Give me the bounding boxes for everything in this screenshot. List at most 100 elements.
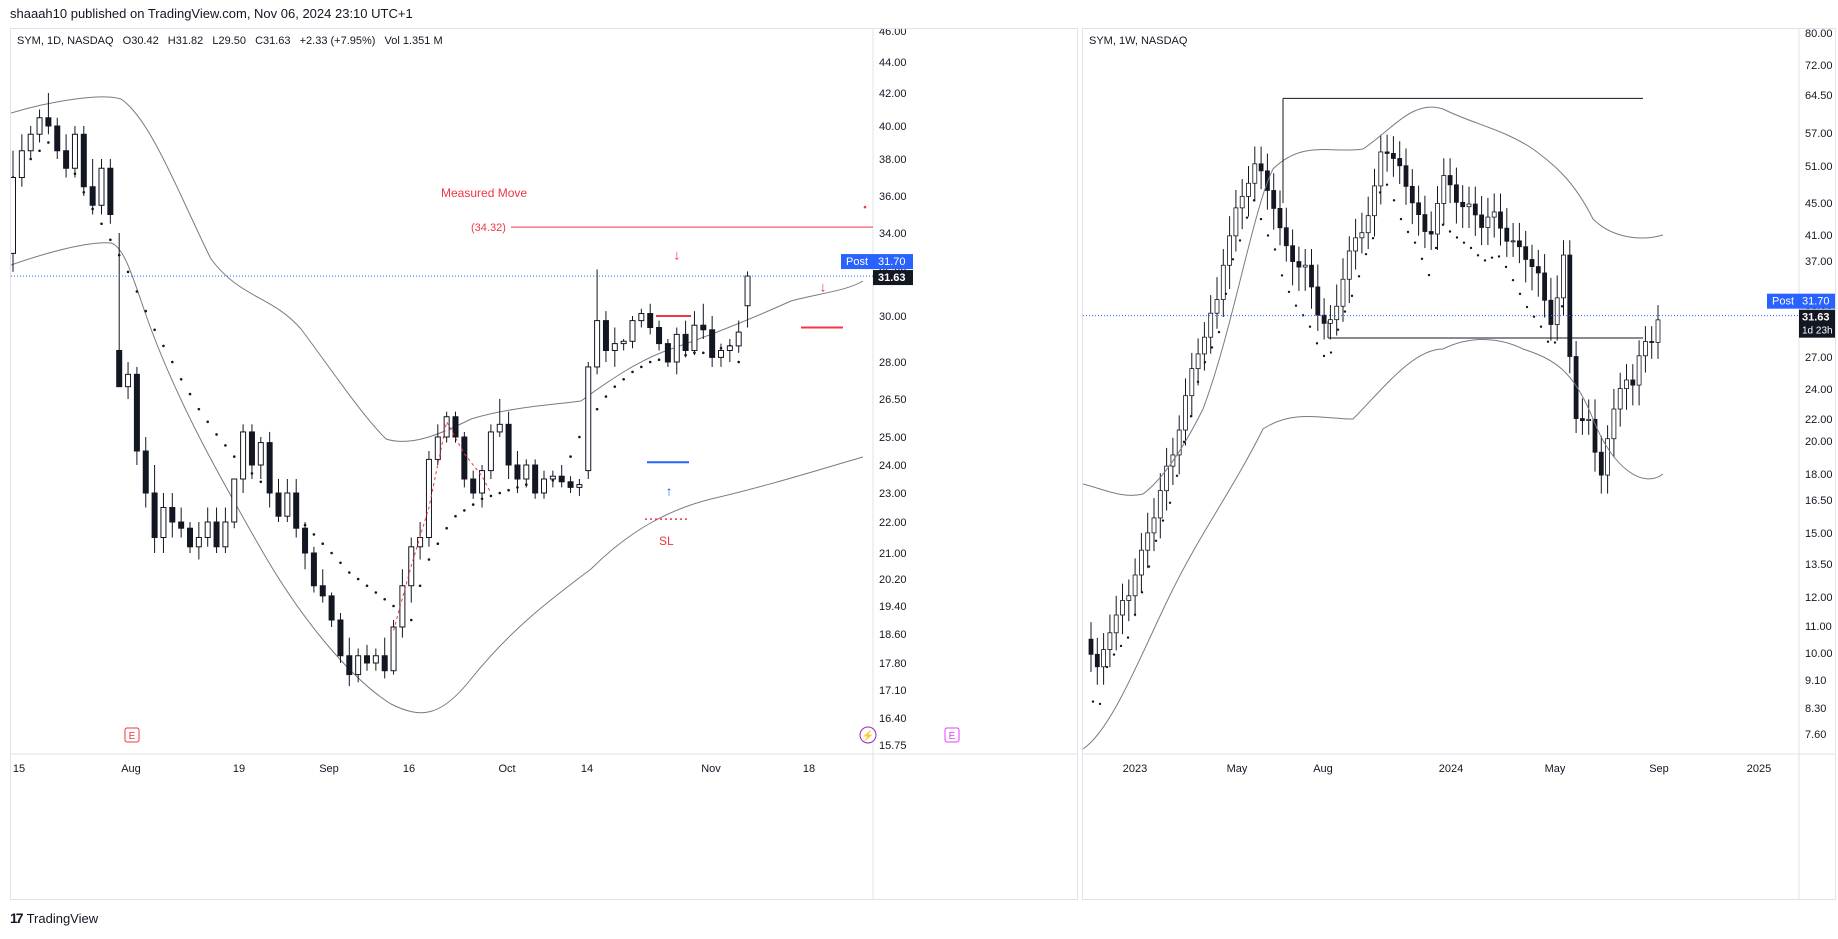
weekly-x-tick: May <box>1545 763 1566 775</box>
daily-candle-body <box>461 436 468 480</box>
weekly-candle-body <box>1573 356 1579 419</box>
weekly-chart-svg[interactable]: 80.00 72.00 64.50 57.00 51.00 45.00 41.00 37.00… <box>1083 29 1835 899</box>
weekly-candle-body <box>1365 215 1371 234</box>
weekly-candle-body <box>1264 170 1270 191</box>
daily-candle-body <box>541 478 547 494</box>
daily-psar-dot <box>348 571 351 574</box>
weekly-psar-dot <box>1329 351 1333 354</box>
weekly-y-tick: 9.10 <box>1805 675 1826 687</box>
daily-sl-label: SL <box>659 534 674 548</box>
weekly-psar-dot <box>1147 565 1151 568</box>
weekly-chart-pane[interactable]: SYM, 1W, NASDAQ 80.00 72.00 64.50 57.00 51.0… <box>1082 28 1836 900</box>
weekly-candle-body <box>1453 184 1459 203</box>
weekly-candle-body <box>1334 305 1340 321</box>
weekly-candle-body <box>1567 254 1573 357</box>
daily-candle-body <box>744 275 751 307</box>
footer-logo[interactable]: 17 TradingView <box>10 910 98 926</box>
weekly-psar-dot <box>1217 330 1221 334</box>
daily-candle-body <box>337 619 344 657</box>
daily-psar-dot <box>135 290 139 293</box>
weekly-psar-dot <box>1175 474 1179 477</box>
weekly-psar-dot <box>1476 254 1480 257</box>
daily-psar-dot <box>463 509 466 512</box>
weekly-candle-body <box>1120 600 1125 616</box>
daily-y-tick: 15.75 <box>879 740 907 752</box>
daily-psar-dot <box>631 370 634 374</box>
daily-candle-body <box>142 450 149 494</box>
daily-candle-body <box>89 186 96 206</box>
weekly-psar-dot <box>1441 223 1445 226</box>
weekly-upper-band <box>1083 106 1664 496</box>
daily-x-tick: 18 <box>803 763 815 775</box>
daily-candle-body <box>187 527 193 548</box>
weekly-candle-body <box>1183 395 1188 431</box>
weekly-candle-body <box>1346 250 1352 280</box>
weekly-y-tick: 24.00 <box>1805 384 1833 396</box>
daily-change: +2.33 (+7.95%) <box>299 35 376 47</box>
weekly-candle-body <box>1145 532 1151 551</box>
weekly-candle-body <box>1516 240 1522 248</box>
daily-psar-dot <box>578 435 581 439</box>
weekly-candle-body <box>1435 203 1440 235</box>
weekly-psar-dot <box>1560 305 1564 308</box>
weekly-x-tick: 2023 <box>1123 763 1147 775</box>
daily-candle-body <box>302 527 309 554</box>
weekly-candle-body <box>1372 185 1377 217</box>
daily-x-tick: 19 <box>233 763 245 775</box>
weekly-candle-body <box>1441 175 1447 204</box>
weekly-candle-body <box>1094 653 1100 668</box>
daily-y-tick: 19.40 <box>879 601 907 613</box>
daily-earnings-marker-bg <box>124 727 140 743</box>
daily-psar-dot <box>622 377 625 381</box>
daily-psar-dot <box>657 358 661 362</box>
daily-dividend-icon <box>859 726 877 744</box>
weekly-psar-dot <box>1539 325 1543 328</box>
published-header: shaaah10 published on TradingView.com, N… <box>0 0 1838 28</box>
daily-candle-body <box>629 320 636 342</box>
daily-chart-pane[interactable]: SYM, 1D, NASDAQ O30.42 H31.82 L29.50 C31… <box>10 28 1078 900</box>
weekly-psar-dot <box>1413 241 1417 244</box>
weekly-psar-dot <box>1224 292 1228 296</box>
daily-candle-body <box>726 345 733 351</box>
daily-candle-body <box>222 521 229 548</box>
daily-candle-body <box>80 133 87 188</box>
daily-chart-svg[interactable]: 46.0044.0042.0040.0038.0036.0034.0032.00… <box>11 29 1077 899</box>
daily-last-value-bg <box>873 270 913 286</box>
daily-psar-dot <box>471 503 475 506</box>
daily-post-value-bg <box>873 254 913 270</box>
weekly-psar-dot <box>1427 273 1431 277</box>
daily-psar-dot <box>171 360 174 364</box>
weekly-candle-body <box>1378 151 1384 187</box>
daily-candle-body <box>18 150 25 178</box>
weekly-candle-body <box>1327 319 1333 324</box>
daily-candle-body <box>355 655 362 676</box>
daily-psar-dot <box>312 533 316 536</box>
weekly-candle-body <box>1485 216 1491 228</box>
weekly-candle-body <box>1416 202 1422 215</box>
weekly-psar-dot <box>1378 191 1382 194</box>
daily-x-tick: 15 <box>13 763 25 775</box>
daily-candle-body <box>425 458 432 538</box>
daily-candle-body <box>647 313 654 328</box>
daily-candle-body <box>319 585 326 597</box>
daily-psar-dot <box>454 514 457 518</box>
weekly-psar-dot <box>1343 310 1347 313</box>
weekly-psar-dot <box>1315 342 1319 345</box>
daily-psar-dot <box>321 542 325 545</box>
weekly-psar-dot <box>1553 341 1557 344</box>
weekly-psar-dot <box>1112 653 1116 656</box>
daily-candle-body <box>231 478 238 523</box>
weekly-candle-body <box>1504 227 1510 242</box>
weekly-candle-body <box>1491 211 1497 218</box>
daily-candle-body <box>620 340 627 345</box>
weekly-candle-body <box>1258 163 1264 172</box>
weekly-candle-body <box>1561 254 1566 299</box>
daily-candle-body <box>27 133 34 152</box>
daily-y-tick: 23.00 <box>879 488 907 500</box>
weekly-candle-body <box>1523 246 1529 260</box>
weekly-psar-dot <box>1525 305 1529 309</box>
daily-candle-body <box>213 521 220 548</box>
daily-volume: Vol 1.351 M <box>384 35 443 47</box>
weekly-psar-dot <box>1280 274 1284 277</box>
weekly-candle-body <box>1290 245 1296 262</box>
